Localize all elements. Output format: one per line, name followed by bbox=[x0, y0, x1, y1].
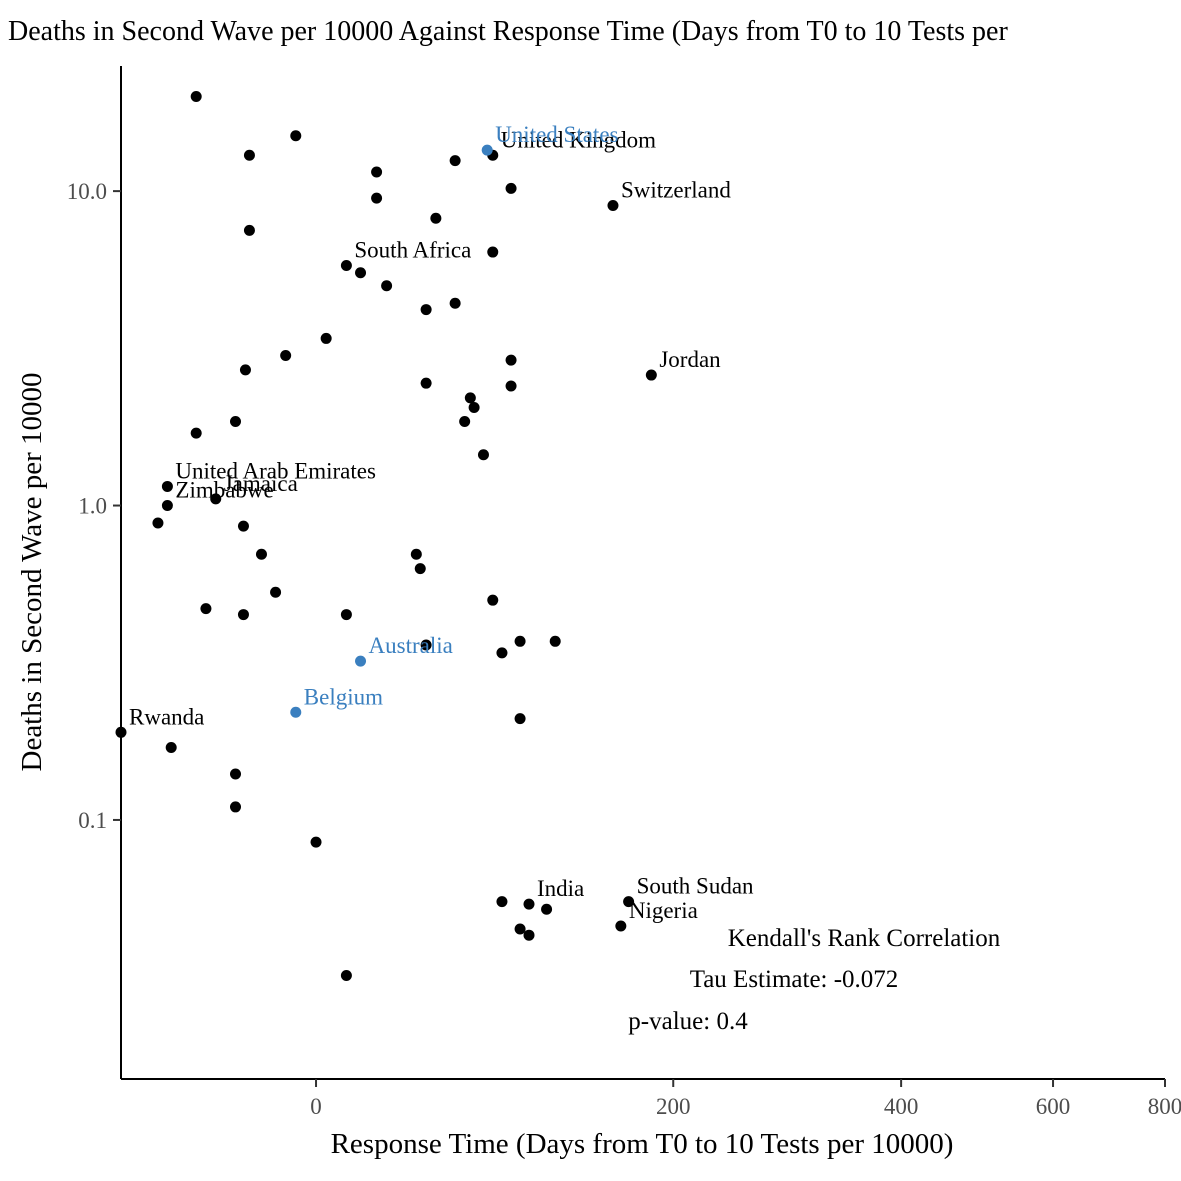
annotation-tau: Tau Estimate: -0.072 bbox=[690, 966, 899, 993]
y-axis-label: Deaths in Second Wave per 10000 bbox=[16, 372, 48, 771]
data-point bbox=[190, 90, 202, 102]
data-point bbox=[290, 706, 302, 718]
point-label: South Africa bbox=[354, 238, 471, 263]
data-point bbox=[161, 500, 173, 512]
data-point bbox=[230, 768, 242, 780]
data-point bbox=[280, 350, 292, 362]
point-label: Rwanda bbox=[129, 704, 204, 729]
x-ticks: 0 200 400 600 800 bbox=[310, 1079, 1181, 1119]
x-tick-label: 200 bbox=[656, 1094, 691, 1119]
y-tick-label: 0.1 bbox=[78, 808, 107, 833]
data-point bbox=[496, 647, 508, 659]
data-point bbox=[161, 480, 173, 492]
data-point bbox=[230, 416, 242, 428]
data-point bbox=[237, 609, 249, 621]
data-point bbox=[459, 416, 471, 428]
data-point bbox=[320, 332, 332, 344]
data-point bbox=[310, 836, 322, 848]
annotation-p-value: p-value: 0.4 bbox=[628, 1008, 748, 1035]
point-label: Australia bbox=[369, 633, 453, 658]
data-point bbox=[514, 713, 526, 725]
data-point bbox=[410, 548, 422, 560]
data-point bbox=[420, 304, 432, 316]
data-point bbox=[239, 364, 251, 376]
correlation-annotation: Kendall's Rank Correlation Tau Estimate:… bbox=[628, 925, 1000, 1035]
data-point bbox=[210, 493, 222, 505]
data-point bbox=[270, 586, 282, 598]
y-ticks: 0.1 1.0 10.0 bbox=[67, 179, 121, 833]
data-point bbox=[152, 517, 164, 529]
data-point bbox=[523, 929, 535, 941]
data-point bbox=[381, 280, 393, 292]
data-point bbox=[549, 635, 561, 647]
data-point bbox=[237, 520, 249, 532]
chart-title: Deaths in Second Wave per 10000 Against … bbox=[8, 16, 1008, 47]
data-point bbox=[243, 224, 255, 236]
y-tick-label: 1.0 bbox=[78, 494, 107, 519]
data-point bbox=[481, 144, 493, 156]
data-point bbox=[355, 655, 367, 667]
data-point bbox=[230, 801, 242, 813]
data-point bbox=[496, 896, 508, 908]
data-point bbox=[355, 267, 367, 279]
data-point bbox=[449, 155, 461, 167]
data-points bbox=[115, 90, 657, 982]
data-point bbox=[464, 392, 476, 404]
point-label: India bbox=[537, 876, 584, 901]
data-point bbox=[477, 449, 489, 461]
data-point bbox=[255, 548, 267, 560]
x-tick-label: 0 bbox=[310, 1094, 322, 1119]
point-label: United States bbox=[495, 122, 618, 147]
point-label: Switzerland bbox=[621, 178, 731, 203]
point-label: Nigeria bbox=[629, 898, 698, 923]
data-point bbox=[115, 726, 127, 738]
data-point bbox=[371, 166, 383, 178]
data-point bbox=[514, 923, 526, 935]
data-point bbox=[505, 380, 517, 392]
data-point bbox=[165, 741, 177, 753]
axes bbox=[120, 66, 1165, 1080]
data-point bbox=[541, 903, 553, 915]
point-label: Jordan bbox=[659, 347, 721, 372]
x-tick-label: 800 bbox=[1148, 1094, 1181, 1119]
data-point bbox=[487, 594, 499, 606]
data-point bbox=[200, 603, 212, 615]
point-label: Belgium bbox=[304, 684, 383, 709]
data-point bbox=[607, 200, 619, 212]
data-point bbox=[615, 920, 627, 932]
x-tick-label: 600 bbox=[1036, 1094, 1071, 1119]
x-axis-label: Response Time (Days from T0 to 10 Tests … bbox=[331, 1128, 954, 1160]
point-label: South Sudan bbox=[637, 874, 754, 899]
point-label: Zimbabwe bbox=[175, 478, 273, 503]
data-point bbox=[623, 896, 635, 908]
data-point bbox=[420, 377, 432, 389]
data-point bbox=[290, 130, 302, 142]
data-point bbox=[340, 609, 352, 621]
data-point bbox=[487, 246, 499, 258]
data-point bbox=[468, 402, 480, 414]
data-point bbox=[340, 970, 352, 982]
data-point bbox=[449, 297, 461, 309]
y-tick-label: 10.0 bbox=[67, 179, 107, 204]
point-label: United Kingdom bbox=[501, 127, 656, 152]
data-point bbox=[371, 192, 383, 204]
data-point bbox=[190, 427, 202, 439]
data-point bbox=[505, 182, 517, 194]
data-point bbox=[645, 369, 657, 381]
data-point bbox=[523, 898, 535, 910]
data-point bbox=[514, 635, 526, 647]
point-label: Jamaica bbox=[224, 471, 298, 496]
data-point bbox=[243, 149, 255, 161]
annotation-heading: Kendall's Rank Correlation bbox=[728, 925, 1001, 952]
data-point bbox=[414, 563, 426, 575]
data-point bbox=[505, 354, 517, 366]
point-label: United Arab Emirates bbox=[175, 458, 376, 483]
data-point bbox=[420, 639, 432, 651]
x-tick-label: 400 bbox=[884, 1094, 919, 1119]
data-point bbox=[340, 260, 352, 272]
data-point bbox=[430, 212, 442, 224]
